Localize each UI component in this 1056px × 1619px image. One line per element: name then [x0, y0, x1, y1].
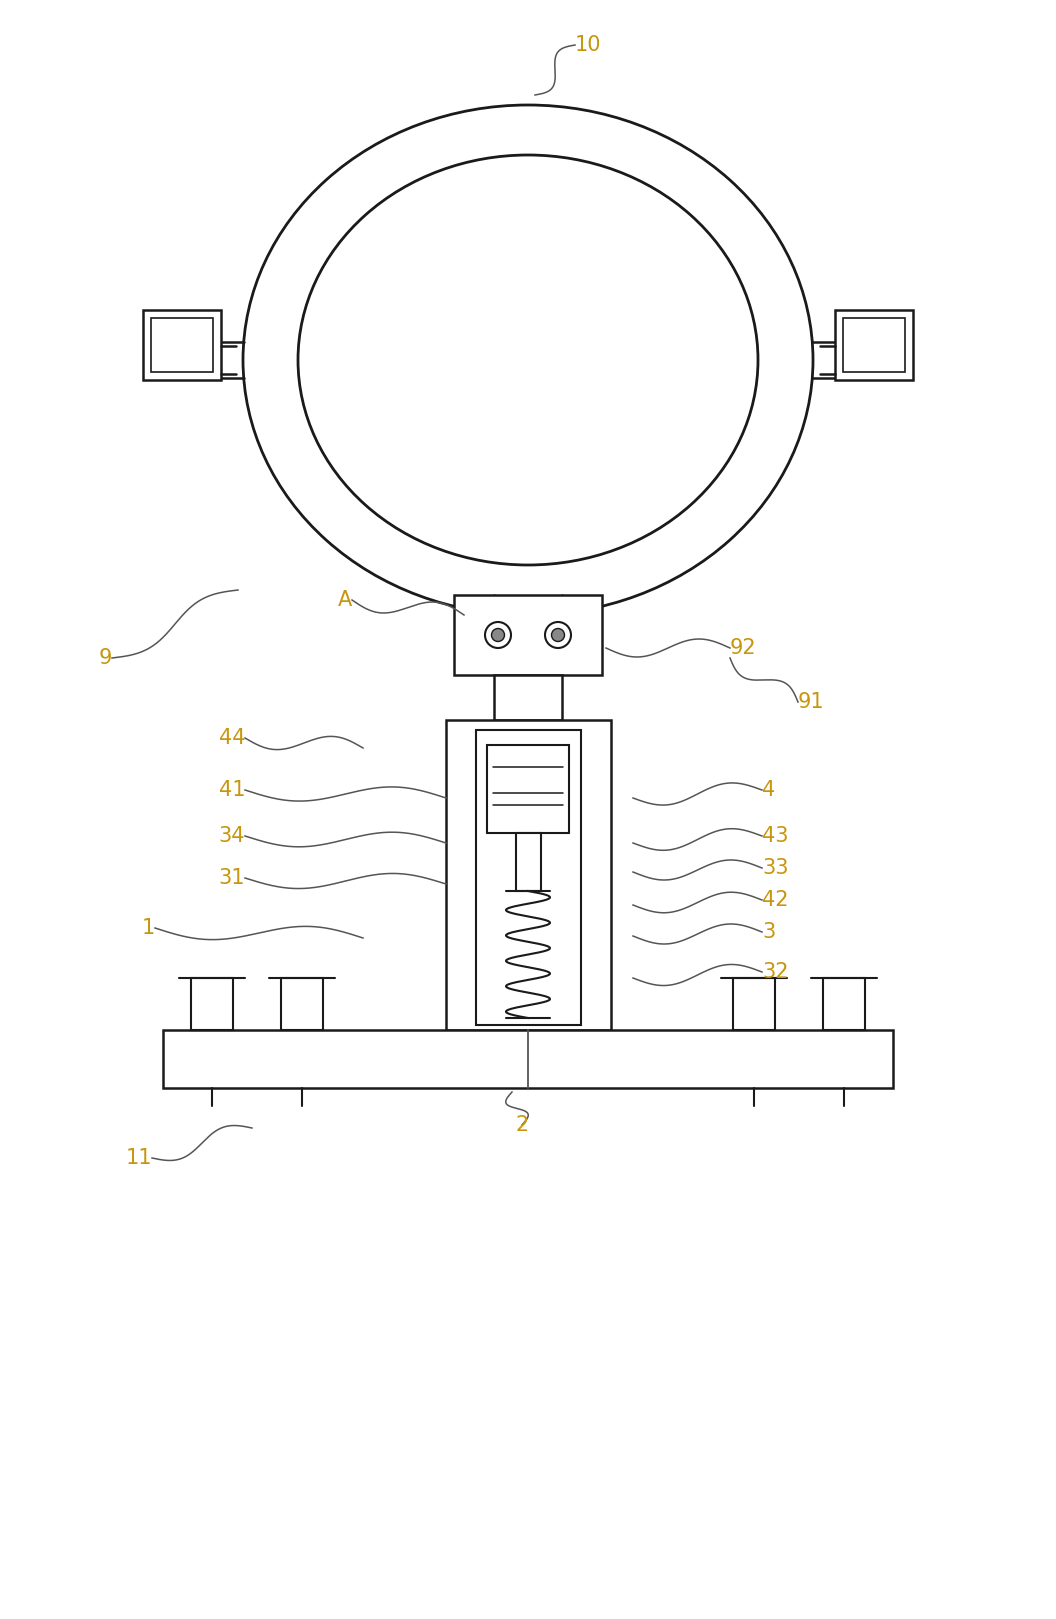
Bar: [487, 745, 569, 834]
Bar: [163, 1030, 893, 1088]
Bar: [823, 978, 865, 1030]
Text: 34: 34: [219, 826, 245, 847]
Text: 42: 42: [762, 890, 789, 910]
Text: 3: 3: [762, 921, 775, 942]
Text: 41: 41: [219, 780, 245, 800]
Text: 32: 32: [762, 962, 789, 983]
Circle shape: [485, 622, 511, 648]
Circle shape: [545, 622, 571, 648]
Text: 31: 31: [219, 868, 245, 887]
Bar: [151, 317, 213, 372]
Bar: [476, 730, 581, 1025]
Bar: [835, 309, 913, 380]
Ellipse shape: [243, 105, 813, 615]
Bar: [843, 317, 905, 372]
Bar: [143, 309, 221, 380]
Circle shape: [491, 628, 505, 641]
Text: 44: 44: [219, 729, 245, 748]
Text: 11: 11: [126, 1148, 152, 1167]
Text: A: A: [338, 589, 352, 610]
Bar: [281, 978, 323, 1030]
Text: 2: 2: [515, 1115, 529, 1135]
Text: 1: 1: [142, 918, 155, 937]
Circle shape: [551, 628, 565, 641]
Text: 92: 92: [730, 638, 757, 657]
Bar: [516, 834, 541, 890]
Text: 33: 33: [762, 858, 789, 877]
Text: 4: 4: [762, 780, 775, 800]
Text: 9: 9: [98, 648, 112, 669]
Text: 43: 43: [762, 826, 789, 847]
Text: 10: 10: [576, 36, 602, 55]
Bar: [446, 720, 611, 1030]
Text: 91: 91: [798, 691, 825, 712]
Bar: [454, 596, 602, 675]
Ellipse shape: [298, 155, 758, 565]
Bar: [494, 675, 562, 720]
Bar: [191, 978, 233, 1030]
Bar: [733, 978, 775, 1030]
